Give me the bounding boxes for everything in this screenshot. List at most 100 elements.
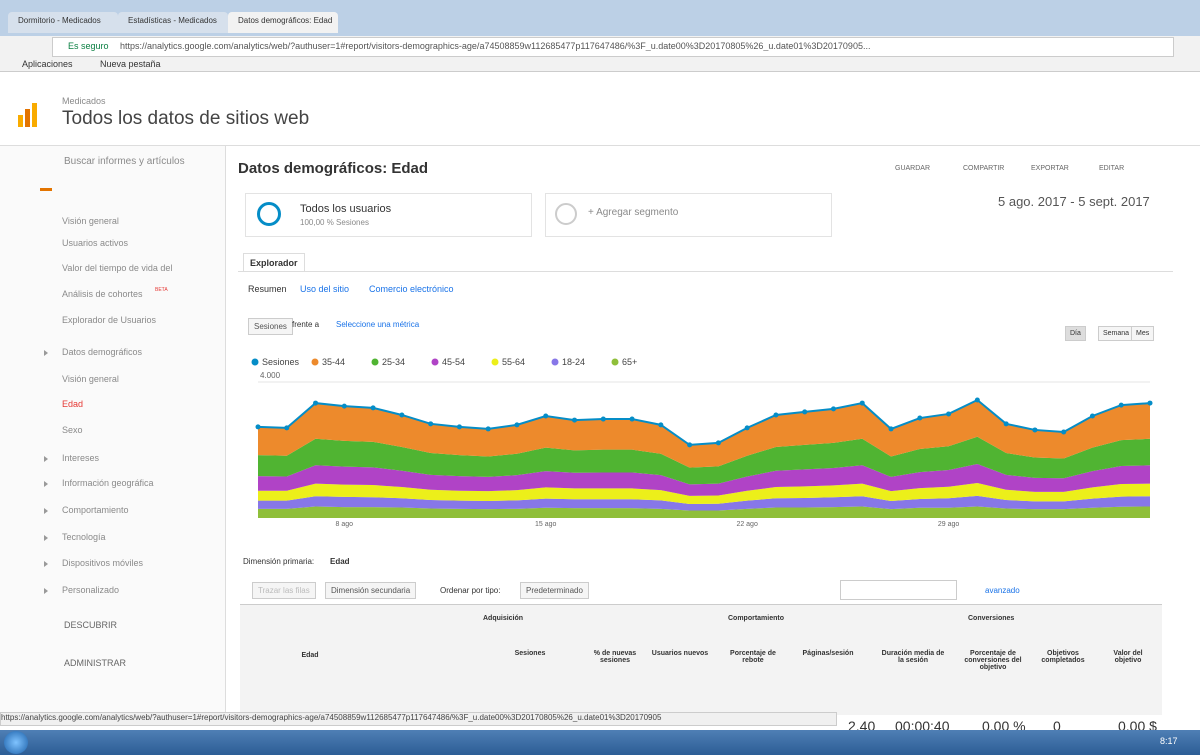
period[interactable]: Día xyxy=(1065,326,1086,341)
nav-arrow xyxy=(44,350,48,356)
column-header[interactable]: % de nuevas sesiones xyxy=(585,650,645,664)
subtab[interactable]: Uso del sitio xyxy=(300,284,349,294)
discover[interactable]: DESCUBRIR xyxy=(64,620,117,630)
search-box[interactable] xyxy=(840,580,957,600)
nav-arrow xyxy=(44,561,48,567)
point xyxy=(428,421,433,426)
action[interactable]: EXPORTAR xyxy=(1031,165,1069,172)
column-header[interactable]: Páginas/sesión xyxy=(793,650,863,657)
point xyxy=(1004,421,1009,426)
nav-item[interactable]: Visión general xyxy=(62,216,119,226)
secondary[interactable]: Dimensión secundaria xyxy=(325,582,416,599)
period[interactable]: Mes xyxy=(1131,326,1154,341)
browser-tab[interactable]: Datos demográficos: Edad xyxy=(228,12,338,33)
column-header[interactable]: Usuarios nuevos xyxy=(645,650,715,657)
table-group: Comportamiento xyxy=(728,615,784,622)
nav-item[interactable]: Visión general xyxy=(62,374,119,384)
nav-item[interactable]: Información geográfica xyxy=(62,478,154,488)
point xyxy=(889,426,894,431)
table-group: Adquisición xyxy=(483,615,523,622)
browser-tab[interactable]: Estadísticas - Medicados xyxy=(118,12,228,33)
point xyxy=(860,401,865,406)
nav-item[interactable]: Edad xyxy=(62,399,83,409)
x-tick-label: 29 ago xyxy=(938,521,960,528)
column-header[interactable]: Valor del objetivo xyxy=(1103,650,1153,664)
point xyxy=(1061,429,1066,434)
legend-label: 18-24 xyxy=(562,357,585,367)
legend-label: Sesiones xyxy=(262,357,300,367)
legend-dot xyxy=(252,359,259,366)
browser-tab[interactable]: Dormitorio - Medicados xyxy=(8,12,118,33)
nav-arrow xyxy=(44,508,48,514)
bookmark[interactable]: Aplicaciones xyxy=(22,59,73,69)
point xyxy=(917,416,922,421)
legend-dot xyxy=(492,359,499,366)
start-button[interactable] xyxy=(4,731,28,754)
point xyxy=(1032,427,1037,432)
column-header[interactable]: Porcentaje de conversiones del objetivo xyxy=(963,650,1023,671)
column-header[interactable]: Objetivos completados xyxy=(1033,650,1093,664)
nav-item[interactable]: Análisis de cohortes xyxy=(62,289,143,299)
beta-badge: BETA xyxy=(155,287,168,293)
nav-item[interactable]: Sexo xyxy=(62,425,83,435)
table-group: Conversiones xyxy=(968,615,1014,622)
nav-item[interactable]: Dispositivos móviles xyxy=(62,558,143,568)
action[interactable]: GUARDAR xyxy=(895,165,930,172)
nav-item[interactable]: Valor del tiempo de vida del xyxy=(62,263,172,273)
point xyxy=(745,425,750,430)
nav-arrow xyxy=(44,456,48,462)
point xyxy=(457,424,462,429)
point xyxy=(716,440,721,445)
sidebar xyxy=(0,146,226,726)
point xyxy=(572,418,577,423)
column-header[interactable]: Sesiones xyxy=(500,650,560,657)
chart: 2.0004.000Sesiones35-4425-3445-5455-6418… xyxy=(245,345,1165,545)
metric-select[interactable]: Sesiones xyxy=(248,318,293,335)
nav-item[interactable]: Explorador de Usuarios xyxy=(62,315,156,325)
divider xyxy=(238,271,1173,272)
bookmark[interactable]: Nueva pestaña xyxy=(100,59,161,69)
segment-box[interactable] xyxy=(245,193,532,237)
y-tick-label: 4.000 xyxy=(260,371,281,380)
nav-item[interactable]: Intereses xyxy=(62,453,99,463)
admin[interactable]: ADMINISTRAR xyxy=(64,658,126,668)
nav-item[interactable]: Usuarios activos xyxy=(62,238,128,248)
select-metric[interactable]: Seleccione una métrica xyxy=(336,320,419,329)
legend-label: 55-64 xyxy=(502,357,525,367)
plot-rows[interactable]: Trazar las filas xyxy=(252,582,316,599)
point xyxy=(399,412,404,417)
tab[interactable]: Explorador xyxy=(243,253,305,272)
legend-label: 65+ xyxy=(622,357,637,367)
account: Medicados xyxy=(62,96,106,106)
property[interactable]: Todos los datos de sitios web xyxy=(62,108,309,130)
segment-icon xyxy=(257,202,281,226)
legend-dot xyxy=(372,359,379,366)
search[interactable]: Buscar informes y artículos xyxy=(64,156,185,167)
point xyxy=(975,398,980,403)
nav-item[interactable]: Tecnología xyxy=(62,532,106,542)
column-header[interactable]: Edad xyxy=(280,652,340,659)
legend-label: 45-54 xyxy=(442,357,465,367)
nav-item[interactable]: Personalizado xyxy=(62,585,119,595)
subtab[interactable]: Comercio electrónico xyxy=(369,284,454,294)
nav-item[interactable]: Comportamiento xyxy=(62,505,129,515)
subtab[interactable]: Resumen xyxy=(248,284,287,294)
action[interactable]: COMPARTIR xyxy=(963,165,1004,172)
table-header xyxy=(240,604,1162,715)
legend-dot xyxy=(432,359,439,366)
nav-item[interactable]: Datos demográficos xyxy=(62,347,142,357)
column-header[interactable]: Porcentaje de rebote xyxy=(723,650,783,664)
legend-label: 25-34 xyxy=(382,357,405,367)
secure-label: Es seguro xyxy=(68,41,109,51)
point xyxy=(946,411,951,416)
x-tick-label: 8 ago xyxy=(336,521,354,528)
date-range[interactable]: 5 ago. 2017 - 5 sept. 2017 xyxy=(998,194,1150,209)
action[interactable]: EDITAR xyxy=(1099,165,1124,172)
point xyxy=(1148,401,1153,406)
url: https://analytics.google.com/analytics/w… xyxy=(120,41,1160,51)
column-header[interactable]: Duración media de la sesión xyxy=(878,650,948,664)
period[interactable]: Semana xyxy=(1098,326,1134,341)
add-segment: + Agregar segmento xyxy=(588,207,678,218)
advanced[interactable]: avanzado xyxy=(985,586,1020,595)
sort[interactable]: Predeterminado xyxy=(520,582,589,599)
